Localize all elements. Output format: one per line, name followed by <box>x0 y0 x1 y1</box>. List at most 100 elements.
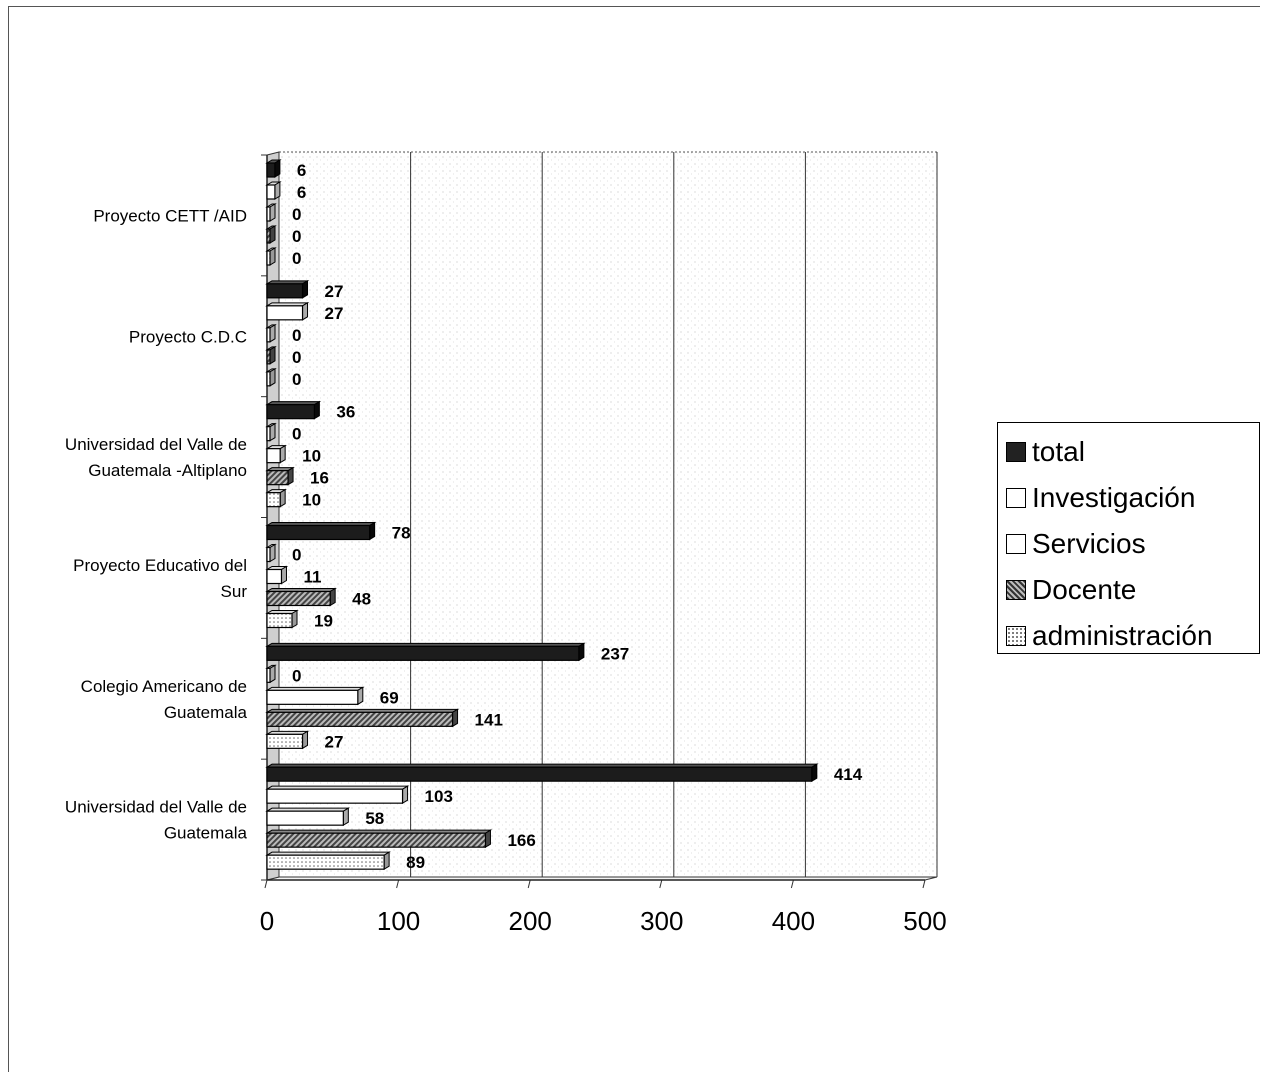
x-tick <box>790 879 794 889</box>
data-label: 10 <box>302 447 321 466</box>
x-tick <box>264 879 268 889</box>
data-label: 0 <box>292 425 301 444</box>
bar-docente-0 <box>265 225 277 244</box>
data-label: 36 <box>336 403 355 422</box>
x-tick <box>922 879 926 889</box>
data-label: 414 <box>834 765 863 784</box>
category-label: Universidad del Valle de Guatemala -Altip… <box>65 435 247 480</box>
legend-label-investigacion: Investigación <box>1032 482 1196 513</box>
data-label: 58 <box>365 809 384 828</box>
bar-total-1 <box>265 279 310 299</box>
plot-area <box>261 151 938 889</box>
x-tick <box>527 879 531 889</box>
legend: total Investigación Servicios Docente ad… <box>997 422 1260 654</box>
data-label: 0 <box>292 370 301 389</box>
data-label: 0 <box>292 227 301 246</box>
bar-servicios-3 <box>265 565 289 585</box>
data-label: 6 <box>297 161 306 180</box>
x-tick <box>396 879 400 889</box>
category-label: Colegio Americano de Guatemala <box>81 677 248 722</box>
data-label: 237 <box>601 644 629 663</box>
data-label: 0 <box>292 546 301 565</box>
data-label: 11 <box>303 568 321 587</box>
bar-servicios-1 <box>265 323 277 343</box>
bar-servicios-5 <box>265 807 351 827</box>
legend-item-total: total <box>1006 429 1259 475</box>
bar-investigacin-0 <box>265 181 282 200</box>
bar-servicios-2 <box>265 444 287 464</box>
bar-total-4 <box>265 642 586 662</box>
bar-administracin-1 <box>265 367 277 387</box>
bar-investigacin-3 <box>265 543 277 563</box>
category-label: Proyecto Educativo del Sur <box>73 556 247 601</box>
bar-administracin-2 <box>265 488 287 508</box>
x-tick-label: 400 <box>772 906 815 936</box>
bar-docente-4 <box>265 708 460 728</box>
data-label: 10 <box>302 491 321 510</box>
legend-label-total: total <box>1032 436 1085 467</box>
category-label: Proyecto C.D.C <box>129 327 247 346</box>
plot-back-wall <box>278 151 938 878</box>
legend-label-servicios: Servicios <box>1032 528 1146 559</box>
data-label: 6 <box>297 183 306 202</box>
x-tick-label: 200 <box>509 906 552 936</box>
data-label: 89 <box>406 853 425 872</box>
bar-investigacin-5 <box>265 785 410 805</box>
data-label: 0 <box>292 249 301 268</box>
chart-frame <box>8 6 1260 1072</box>
x-tick-label: 100 <box>377 906 420 936</box>
bar-docente-1 <box>265 345 277 365</box>
data-label: 69 <box>380 688 399 707</box>
data-label: 27 <box>325 282 344 301</box>
data-label: 48 <box>352 590 371 609</box>
legend-swatch-investigacion <box>1006 488 1026 508</box>
data-label: 141 <box>475 710 503 729</box>
x-tick-label: 0 <box>260 906 274 936</box>
data-label: 27 <box>325 304 344 323</box>
data-label: 0 <box>292 205 301 224</box>
data-label: 0 <box>292 666 301 685</box>
data-label: 166 <box>507 831 535 850</box>
category-label: Proyecto CETT /AID <box>93 206 247 225</box>
legend-label-administracion: administración <box>1032 620 1213 651</box>
data-label: 78 <box>392 524 411 543</box>
bar-administracin-4 <box>265 730 310 750</box>
data-label: 19 <box>314 612 333 631</box>
bar-investigacin-1 <box>265 301 310 321</box>
bar-servicios-0 <box>265 203 277 222</box>
data-label: 27 <box>325 732 344 751</box>
x-tick <box>659 879 663 889</box>
legend-swatch-total <box>1006 442 1026 462</box>
category-label: Universidad del Valle de Guatemala <box>65 798 248 843</box>
bar-servicios-4 <box>265 686 365 706</box>
bar-investigacin-4 <box>265 664 277 684</box>
bar-total-5 <box>265 763 819 783</box>
legend-item-docente: Docente <box>1006 567 1259 613</box>
legend-label-docente: Docente <box>1032 574 1137 605</box>
legend-item-administracion: administración <box>1006 613 1259 659</box>
bar-docente-3 <box>265 587 337 607</box>
bar-docente-2 <box>265 466 295 486</box>
data-label: 103 <box>425 787 453 806</box>
bar-groups <box>265 159 819 871</box>
x-tick-label: 300 <box>640 906 683 936</box>
bar-total-0 <box>265 159 282 178</box>
bar-administracin-3 <box>265 609 299 629</box>
legend-swatch-administracion <box>1006 626 1026 646</box>
data-label: 0 <box>292 348 301 367</box>
bar-administracin-0 <box>265 247 277 266</box>
bar-investigacin-2 <box>265 422 277 442</box>
bar-administracin-5 <box>265 851 391 871</box>
bar-docente-5 <box>265 829 493 849</box>
data-label: 0 <box>292 326 301 345</box>
legend-swatch-docente <box>1006 580 1026 600</box>
bar-total-3 <box>265 521 377 541</box>
x-tick-label: 500 <box>903 906 946 936</box>
bar-total-2 <box>265 400 322 420</box>
legend-item-servicios: Servicios <box>1006 521 1259 567</box>
data-label: 16 <box>310 469 329 488</box>
legend-swatch-servicios <box>1006 534 1026 554</box>
legend-item-investigacion: Investigación <box>1006 475 1259 521</box>
